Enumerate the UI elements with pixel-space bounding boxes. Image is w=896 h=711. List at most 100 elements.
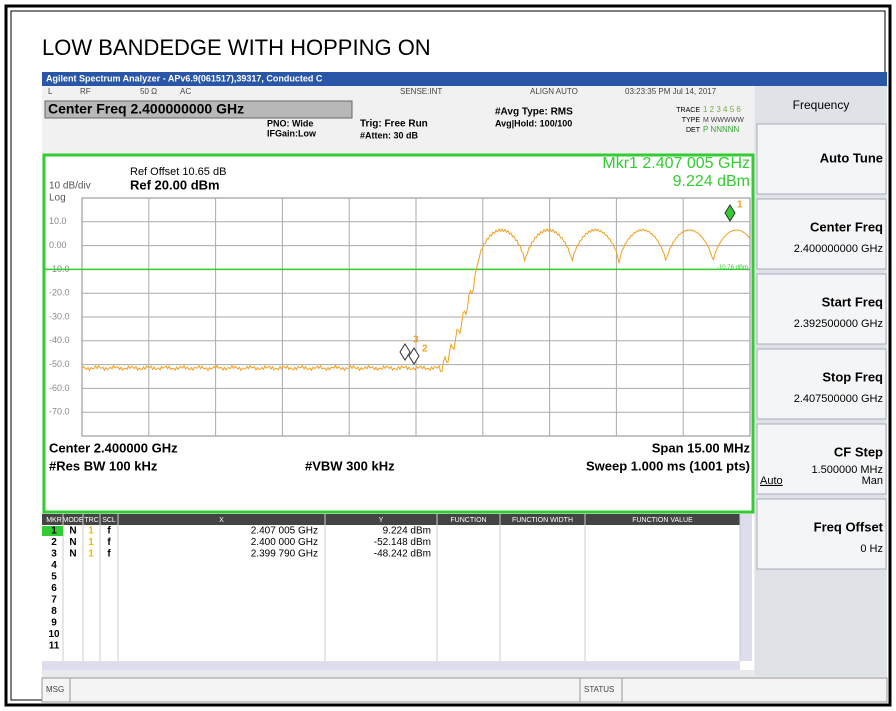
table-cell: f — [107, 537, 111, 548]
label: Center 2.400000 GHz — [49, 440, 178, 455]
softkey[interactable] — [756, 423, 887, 495]
table-cell: N — [69, 549, 76, 560]
label: TRACE — [676, 107, 700, 114]
table-cell: N — [69, 526, 76, 537]
trace — [81, 227, 750, 373]
limit-label: -10.76 dBm — [717, 265, 748, 271]
softkey[interactable] — [756, 273, 887, 345]
column-header: SCL — [102, 517, 116, 524]
label: STATUS — [584, 685, 614, 694]
status-item: 50 Ω — [140, 87, 157, 96]
softkey-label: Auto Tune — [820, 150, 883, 165]
table-cell: 2.399 790 GHz — [251, 549, 318, 560]
y-label: -60.0 — [49, 383, 70, 393]
column-header: FUNCTION WIDTH — [512, 517, 573, 524]
softkey-value: 1.500000 MHz — [811, 464, 883, 476]
label: #Avg Type: RMS — [495, 107, 573, 118]
table-cell: 1 — [88, 526, 94, 537]
label: #Atten: 30 dB — [360, 130, 419, 140]
table-cell: 8 — [51, 606, 57, 617]
softkey[interactable] — [756, 123, 887, 195]
label: Avg|Hold: 100/100 — [495, 118, 572, 128]
y-label: -20.0 — [49, 288, 70, 298]
column-header: FUNCTION — [450, 517, 486, 524]
y-label: -50.0 — [49, 359, 70, 369]
softkey-label: CF Step — [834, 444, 883, 459]
column-header: Y — [379, 517, 384, 524]
center-freq-box — [44, 100, 353, 119]
status-item: L — [48, 87, 53, 96]
status-item: 03:23:35 PM Jul 14, 2017 — [625, 87, 717, 96]
table-cell: 1 — [51, 526, 57, 537]
table-cell: 10 — [48, 629, 60, 640]
softkey[interactable] — [756, 198, 887, 270]
v-scrollbar[interactable] — [740, 514, 752, 661]
table-cell: 5 — [51, 572, 57, 583]
page-title: LOW BANDEDGE WITH HOPPING ON — [42, 35, 431, 60]
footer-bar — [41, 677, 888, 703]
label: #VBW 300 kHz — [305, 458, 395, 473]
y-label: 10.0 — [49, 216, 67, 226]
softkey-value: 2.407500000 GHz — [794, 393, 883, 405]
y-label: -40.0 — [49, 335, 70, 345]
label: Ref 20.00 dBm — [130, 177, 220, 192]
table-cell: 1 — [88, 537, 94, 548]
table-cell: -48.242 dBm — [374, 549, 431, 560]
softkey-option: Man — [862, 475, 883, 487]
label: DET — [686, 127, 701, 134]
softkey[interactable] — [756, 498, 887, 570]
label: Sweep 1.000 ms (1001 pts) — [586, 458, 750, 473]
softkey[interactable] — [756, 348, 887, 420]
table-cell: 9.224 dBm — [383, 526, 431, 537]
status-item: AC — [180, 87, 191, 96]
center-freq: Center Freq 2.400000000 GHz — [48, 101, 244, 117]
label: MSG — [46, 685, 64, 694]
label: Trig: Free Run — [360, 119, 428, 130]
softkey-label: Start Freq — [822, 294, 883, 309]
table-cell: f — [107, 526, 111, 537]
label: Span 15.00 MHz — [652, 440, 751, 455]
softkey-label: Stop Freq — [822, 369, 883, 384]
softkey-value: 2.400000000 GHz — [794, 243, 883, 255]
status-item: RF — [80, 87, 91, 96]
label: IFGain:Low — [267, 128, 317, 138]
frame — [4, 4, 892, 707]
softkey-label: Freq Offset — [814, 519, 884, 534]
marker-table — [42, 514, 754, 670]
marker — [724, 204, 736, 222]
marker-readout: 9.224 dBm — [673, 173, 750, 190]
label: 1 2 3 4 5 6 — [703, 105, 741, 114]
label: #Res BW 100 kHz — [49, 458, 158, 473]
column-header: X — [219, 517, 224, 524]
table-cell: 2.407 005 GHz — [251, 526, 318, 537]
marker-label: 1 — [737, 200, 743, 211]
softkey-value: 2.392500000 GHz — [794, 318, 883, 330]
column-header: MODE — [63, 517, 84, 524]
label: Ref Offset 10.65 dB — [130, 166, 226, 178]
marker — [399, 343, 411, 361]
table-cell: -52.148 dBm — [374, 537, 431, 548]
table-cell: 7 — [51, 595, 57, 606]
column-header: FUNCTION VALUE — [632, 517, 693, 524]
softkey-label: Center Freq — [810, 219, 883, 234]
status-item: SENSE:INT — [400, 87, 442, 96]
h-scrollbar[interactable] — [42, 661, 740, 670]
table-cell: 4 — [51, 560, 57, 571]
settings-panel — [42, 86, 754, 156]
marker-label: 3 — [413, 335, 419, 346]
label: Log — [49, 193, 66, 204]
table-cell: f — [107, 549, 111, 560]
marker-readout: Mkr1 2.407 005 GHz — [602, 155, 750, 172]
label: TYPE — [682, 117, 701, 124]
table-cell: N — [69, 537, 76, 548]
column-header: MKR — [46, 517, 62, 524]
table-cell: 9 — [51, 618, 57, 629]
selected-row — [42, 526, 63, 536]
table-cell: 3 — [51, 549, 57, 560]
softkey-option: Auto — [760, 475, 783, 487]
y-label: -70.0 — [49, 407, 70, 417]
label: P NNNNN — [703, 125, 740, 134]
table-header — [42, 514, 740, 525]
y-label: -30.0 — [49, 311, 70, 321]
